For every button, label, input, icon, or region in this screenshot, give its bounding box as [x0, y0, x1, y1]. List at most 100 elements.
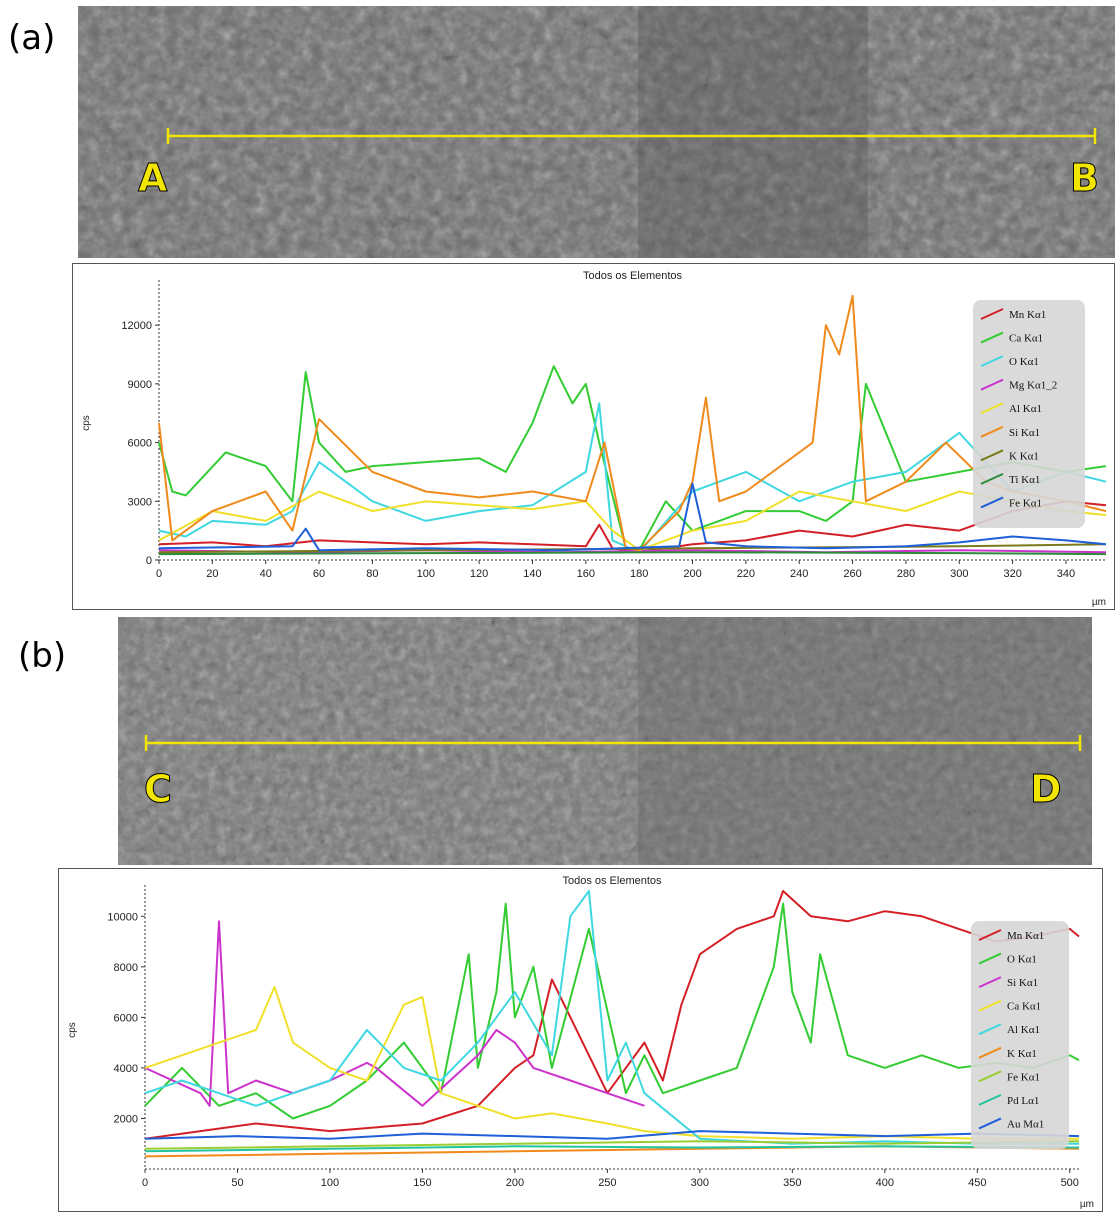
chart1-series-line-8	[144, 1130, 1080, 1140]
chart1-legend-label-1: O Kα1	[1007, 954, 1037, 966]
chart0-x-tick-label-16: 320	[1003, 568, 1021, 580]
sem-image-a: A B	[78, 6, 1115, 258]
chart1-series-line-3	[144, 986, 1079, 1140]
line-chart-a: Todos os Elementos 0 3000 6000 9000 12000 0 20 4…	[72, 263, 1115, 610]
chart0-legend-swatch-6	[980, 449, 1004, 462]
chart0-legend-label-6: K Kα1	[1009, 450, 1039, 462]
chart0-legend-label-7: Ti Kα1	[1009, 474, 1040, 486]
chart1-legend-swatch-5	[978, 1046, 1002, 1059]
chart0-y-tick-label-4: 12000	[121, 320, 152, 332]
chart1-y-tick-label-1: 4000	[114, 1063, 138, 1075]
chart1-x-tick-label-5: 250	[598, 1177, 616, 1189]
chart1-legend-swatch-4	[978, 1023, 1002, 1036]
chart1-series-line-1	[144, 902, 1080, 1120]
chart1-legend-swatch-6	[978, 1070, 1002, 1083]
chart1-legend-label-2: Si Kα1	[1007, 977, 1038, 989]
chart0-legend-swatch-8	[980, 496, 1004, 509]
chart1-x-tick-label-0: 0	[142, 1177, 148, 1189]
panel-label-b: (b)	[18, 636, 67, 676]
chart0-x-axis-label: µm	[1092, 597, 1106, 608]
chart1-y-axis-label: cps	[67, 1022, 78, 1038]
chart0-series-line-5	[158, 294, 1107, 552]
chart0-x-tick-label-14: 280	[897, 568, 915, 580]
chart0-x-tick-label-0: 0	[156, 568, 162, 580]
chart0-y-tick-label-2: 6000	[128, 438, 152, 450]
chart0-legend-swatch-4	[980, 402, 1004, 415]
chart1-x-tick-label-7: 350	[783, 1177, 801, 1189]
chart1-series-line-6	[144, 1140, 1080, 1150]
chart0-y-tick-label-3: 9000	[128, 379, 152, 391]
chart1-title: Todos os Elementos	[562, 875, 662, 887]
chart0-x-tick-label-5: 100	[417, 568, 435, 580]
start-marker-b: C	[144, 767, 172, 811]
panel-label-a: (a)	[8, 18, 56, 58]
chart0-legend-swatch-3	[980, 378, 1004, 391]
chart0-legend-swatch-1	[980, 331, 1004, 344]
chart1-x-tick-label-8: 400	[876, 1177, 894, 1189]
chart0-legend-label-1: Ca Kα1	[1009, 333, 1043, 345]
chart0-x-tick-label-8: 160	[577, 568, 595, 580]
chart0-series-line-7	[158, 551, 1107, 556]
chart0-legend-swatch-2	[980, 355, 1004, 368]
chart0-x-tick-label-4: 80	[366, 568, 378, 580]
chart1-series-line-0	[144, 890, 1080, 1140]
chart0-legend-label-5: Si Kα1	[1009, 427, 1040, 439]
chart0-legend-swatch-0	[980, 308, 1004, 320]
chart0-legend-swatch-5	[980, 425, 1004, 438]
chart1-y-tick-label-0: 2000	[114, 1113, 138, 1125]
chart1-y-tick-label-3: 8000	[114, 962, 138, 974]
chart1-legend-label-7: Pd Lα1	[1007, 1095, 1039, 1107]
chart0-x-tick-label-9: 180	[630, 568, 648, 580]
end-marker-b: D	[1030, 767, 1062, 811]
sem-image-b: C D	[118, 617, 1092, 865]
chart0-series-line-2	[158, 402, 1107, 554]
chart1-y-tick-label-4: 10000	[107, 911, 138, 923]
chart0-y-tick-label-0: 0	[146, 555, 152, 567]
chart1-x-tick-label-6: 300	[691, 1177, 709, 1189]
chart1-x-tick-label-10: 500	[1061, 1177, 1079, 1189]
chart1-legend-label-4: Al Kα1	[1007, 1024, 1040, 1036]
chart0-legend-label-4: Al Kα1	[1009, 403, 1042, 415]
chart1-x-axis-label: µm	[1080, 1199, 1094, 1210]
chart0-x-tick-label-11: 220	[737, 568, 755, 580]
chart0-x-tick-label-7: 140	[523, 568, 541, 580]
chart0-series-line-8	[158, 482, 1107, 552]
chart0-x-tick-label-1: 20	[206, 568, 218, 580]
line-chart-b: Todos os Elementos 2000 4000 6000 8000 10000 0…	[58, 868, 1103, 1212]
chart1-legend-swatch-2	[978, 976, 1002, 989]
chart0-legend-label-8: Fe Kα1	[1009, 497, 1042, 509]
chart1-x-tick-label-3: 150	[413, 1177, 431, 1189]
chart0-y-tick-label-1: 3000	[128, 496, 152, 508]
chart1-legend-swatch-8	[978, 1117, 1002, 1130]
chart1-x-tick-label-2: 100	[321, 1177, 339, 1189]
chart1-legend-label-5: K Kα1	[1007, 1048, 1037, 1060]
chart1-legend-label-0: Mn Kα1	[1007, 930, 1044, 942]
chart1-x-tick-label-4: 200	[506, 1177, 524, 1189]
chart1-series-line-7	[144, 1145, 1080, 1153]
chart1-legend-swatch-1	[978, 952, 1002, 965]
chart1-series-line-2	[144, 920, 645, 1107]
chart0-legend-label-3: Mg Kα1_2	[1009, 380, 1057, 392]
chart0-legend-swatch-7	[980, 472, 1004, 485]
chart0-x-tick-label-3: 60	[313, 568, 325, 580]
start-marker-a: A	[138, 156, 168, 200]
chart0-x-tick-label-12: 240	[790, 568, 808, 580]
chart0-legend-label-2: O Kα1	[1009, 356, 1039, 368]
chart1-legend-label-6: Fe Kα1	[1007, 1071, 1040, 1083]
chart1-y-tick-label-2: 6000	[114, 1012, 138, 1024]
chart1-x-tick-label-1: 50	[231, 1177, 243, 1189]
chart0-series-line-4	[158, 490, 1107, 552]
chart0-title: Todos os Elementos	[583, 270, 683, 282]
end-marker-a: B	[1070, 156, 1099, 200]
chart1-legend-swatch-7	[978, 1093, 1002, 1106]
chart1-legend-swatch-3	[978, 999, 1002, 1012]
chart1-legend-label-8: Au Mα1	[1007, 1118, 1044, 1130]
chart0-x-tick-label-13: 260	[843, 568, 861, 580]
chart0-x-tick-label-6: 120	[470, 568, 488, 580]
chart1-legend-label-3: Ca Kα1	[1007, 1001, 1041, 1013]
chart0-y-axis-label: cps	[81, 415, 92, 431]
chart1-x-tick-label-9: 450	[968, 1177, 986, 1189]
chart0-legend-label-0: Mn Kα1	[1009, 309, 1046, 321]
chart1-legend	[971, 921, 1069, 1149]
chart0-x-tick-label-15: 300	[950, 568, 968, 580]
